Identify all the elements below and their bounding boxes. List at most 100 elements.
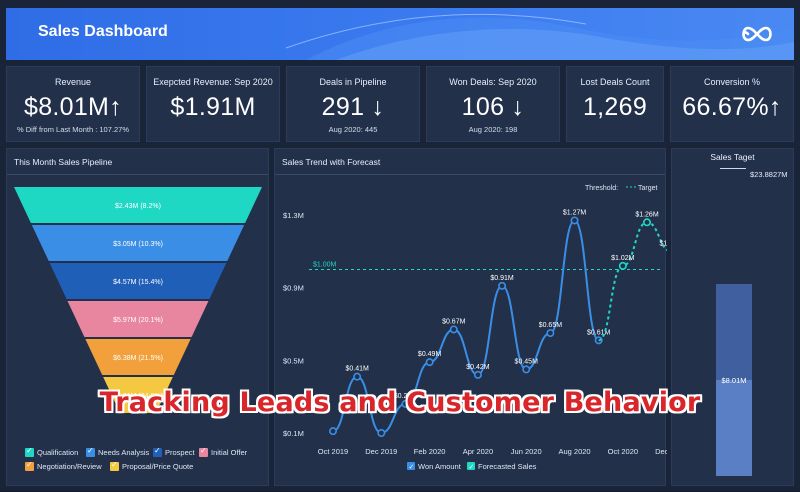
data-point[interactable]: [546, 329, 555, 338]
data-label: $0.49M: [418, 351, 442, 358]
x-tick-label: Jun 2020: [511, 447, 542, 456]
data-label: $1.10M: [659, 240, 667, 247]
data-label: $0.91M: [490, 275, 514, 282]
x-tick-label: Apr 2020: [463, 447, 493, 456]
kpi-label: Conversion %: [703, 77, 761, 87]
kpi-revenue: Revenue $8.01M↑ % Diff from Last Month :…: [6, 66, 140, 142]
data-label: $0.45M: [515, 358, 539, 365]
legend-label: Prospect: [165, 448, 195, 457]
funnel-stage-label: $4.57M (15.4%): [113, 279, 163, 286]
kpi-sub: Aug 2020: 198: [468, 125, 518, 134]
threshold-value-label: $1.00M: [313, 262, 337, 269]
funnel-stage-label: $7.31M (24.6%): [113, 393, 163, 400]
data-label: $0.41M: [345, 366, 369, 373]
panel-title: This Month Sales Pipeline: [14, 157, 113, 167]
overlay-caption: Tracking Leads and Customer Behavior: [99, 387, 701, 418]
kpi-value: 1,269: [582, 93, 648, 121]
kpi-label: Deals in Pipeline: [319, 77, 387, 87]
funnel-stage[interactable]: [14, 187, 262, 223]
data-label: $1.02M: [611, 255, 635, 262]
arrow-down-icon: ↓: [511, 93, 525, 121]
legend-item-negotiation[interactable]: Negotiation/Review: [25, 460, 102, 471]
legend-item-needs-analysis[interactable]: Needs Analysis: [86, 446, 150, 457]
kpi-lost-deals: Lost Deals Count 1,269: [566, 66, 664, 142]
legend-item-forecast[interactable]: Forecasted Sales: [478, 462, 537, 471]
panel-title: Sales Taget: [710, 152, 755, 162]
checkbox-icon: [153, 446, 162, 457]
legend-item-won-amount[interactable]: Won Amount: [418, 462, 462, 471]
funnel-stage-label: $3.05M (10.3%): [113, 241, 163, 248]
kpi-label: Exepcted Revenue: Sep 2020: [153, 77, 273, 87]
data-point[interactable]: [498, 281, 507, 290]
kpi-conversion: Conversion % 66.67%↑: [670, 66, 794, 142]
kpi-value: $1.91M: [170, 93, 256, 121]
target-value: $23.8827M: [750, 170, 788, 179]
funnel-stage[interactable]: [85, 339, 191, 375]
panel-title: Sales Trend with Forecast: [282, 157, 381, 167]
header-bar: Sales Dashboard: [6, 8, 794, 60]
kpi-value: 106 ↓: [461, 93, 525, 121]
x-tick-label: Oct 2020: [608, 447, 638, 456]
threshold-legend-name: Target: [638, 185, 658, 192]
funnel-stage[interactable]: [49, 263, 227, 299]
legend-label: Initial Offer: [211, 448, 248, 457]
legend-item-initial-offer[interactable]: Initial Offer: [199, 446, 248, 457]
infinity-link-icon[interactable]: [738, 20, 776, 48]
funnel-stage[interactable]: [31, 225, 245, 261]
checkbox-icon[interactable]: [467, 462, 475, 470]
data-label: $0.61M: [587, 329, 611, 336]
funnel-stage[interactable]: [67, 301, 209, 337]
checkbox-icon: [110, 460, 119, 471]
data-point[interactable]: [570, 216, 579, 225]
data-point[interactable]: [618, 261, 627, 270]
data-point[interactable]: [473, 370, 482, 379]
target-bar-fill: [716, 380, 752, 476]
data-point[interactable]: [642, 218, 651, 227]
y-tick-label: $0.1M: [283, 429, 304, 438]
legend-item-prospect[interactable]: Prospect: [153, 446, 195, 457]
kpi-deals-in-pipeline: Deals in Pipeline 291 ↓ Aug 2020: 445: [286, 66, 420, 142]
data-label: $1.27M: [563, 209, 587, 216]
funnel-stage[interactable]: [103, 377, 173, 413]
data-point[interactable]: [425, 358, 434, 367]
kpi-value: $8.01M↑: [24, 93, 122, 121]
target-panel: Sales Taget $23.8827M $8.01M: [671, 148, 794, 486]
legend-label: Needs Analysis: [98, 448, 150, 457]
current-value: $8.01M: [721, 376, 747, 385]
data-label: $0.26M: [394, 393, 418, 400]
funnel-stage-label: $6.38M (21.5%): [113, 355, 163, 362]
threshold-legend-label: Threshold:: [585, 185, 618, 192]
data-point[interactable]: [449, 325, 458, 334]
checkbox-icon: [25, 460, 34, 471]
kpi-label: Revenue: [54, 77, 92, 87]
divider: [7, 174, 268, 175]
x-tick-label: Dec 2019: [365, 447, 397, 456]
y-tick-label: $0.5M: [283, 356, 304, 365]
sales-trend-chart: Threshold: Target $0.1M $0.5M $0.9M $1.3M Oct …: [283, 185, 687, 471]
legend-label: Qualification: [37, 448, 79, 457]
kpi-value: 66.67%↑: [682, 93, 782, 121]
legend-item-proposal[interactable]: Proposal/Price Quote: [110, 460, 194, 471]
data-label: $0.67M: [442, 318, 466, 325]
x-tick-label: Oct 2019: [318, 447, 348, 456]
checkbox-icon: [86, 446, 95, 457]
trend-panel: Sales Trend with Forecast Threshold: Targ…: [274, 148, 687, 486]
kpi-value: 291 ↓: [321, 93, 385, 121]
data-point[interactable]: [377, 428, 386, 437]
data-point[interactable]: [328, 427, 337, 436]
arrow-up-icon: ↑: [768, 93, 782, 121]
kpi-won-deals: Won Deals: Sep 2020 106 ↓ Aug 2020: 198: [426, 66, 560, 142]
legend-item-qualification[interactable]: Qualification: [25, 446, 79, 457]
funnel-chart: $2.43M (8.2%) $3.05M (10.3%) $4.57M (15.4%…: [14, 187, 262, 413]
checkbox-icon[interactable]: [407, 462, 415, 470]
legend-label: Proposal/Price Quote: [122, 462, 194, 471]
data-point[interactable]: [401, 399, 410, 408]
y-tick-label: $0.9M: [283, 284, 304, 293]
pipeline-panel: This Month Sales Pipeline $2.43M (8.2%) $…: [6, 148, 269, 486]
x-tick-label: Aug 2020: [558, 447, 590, 456]
arrow-up-icon: ↑: [109, 93, 122, 121]
data-point[interactable]: [522, 365, 531, 374]
data-point[interactable]: [353, 372, 362, 381]
kpi-expected-revenue: Exepcted Revenue: Sep 2020 $1.91M: [146, 66, 280, 142]
kpi-sub: % Diff from Last Month : 107.27%: [17, 125, 129, 134]
